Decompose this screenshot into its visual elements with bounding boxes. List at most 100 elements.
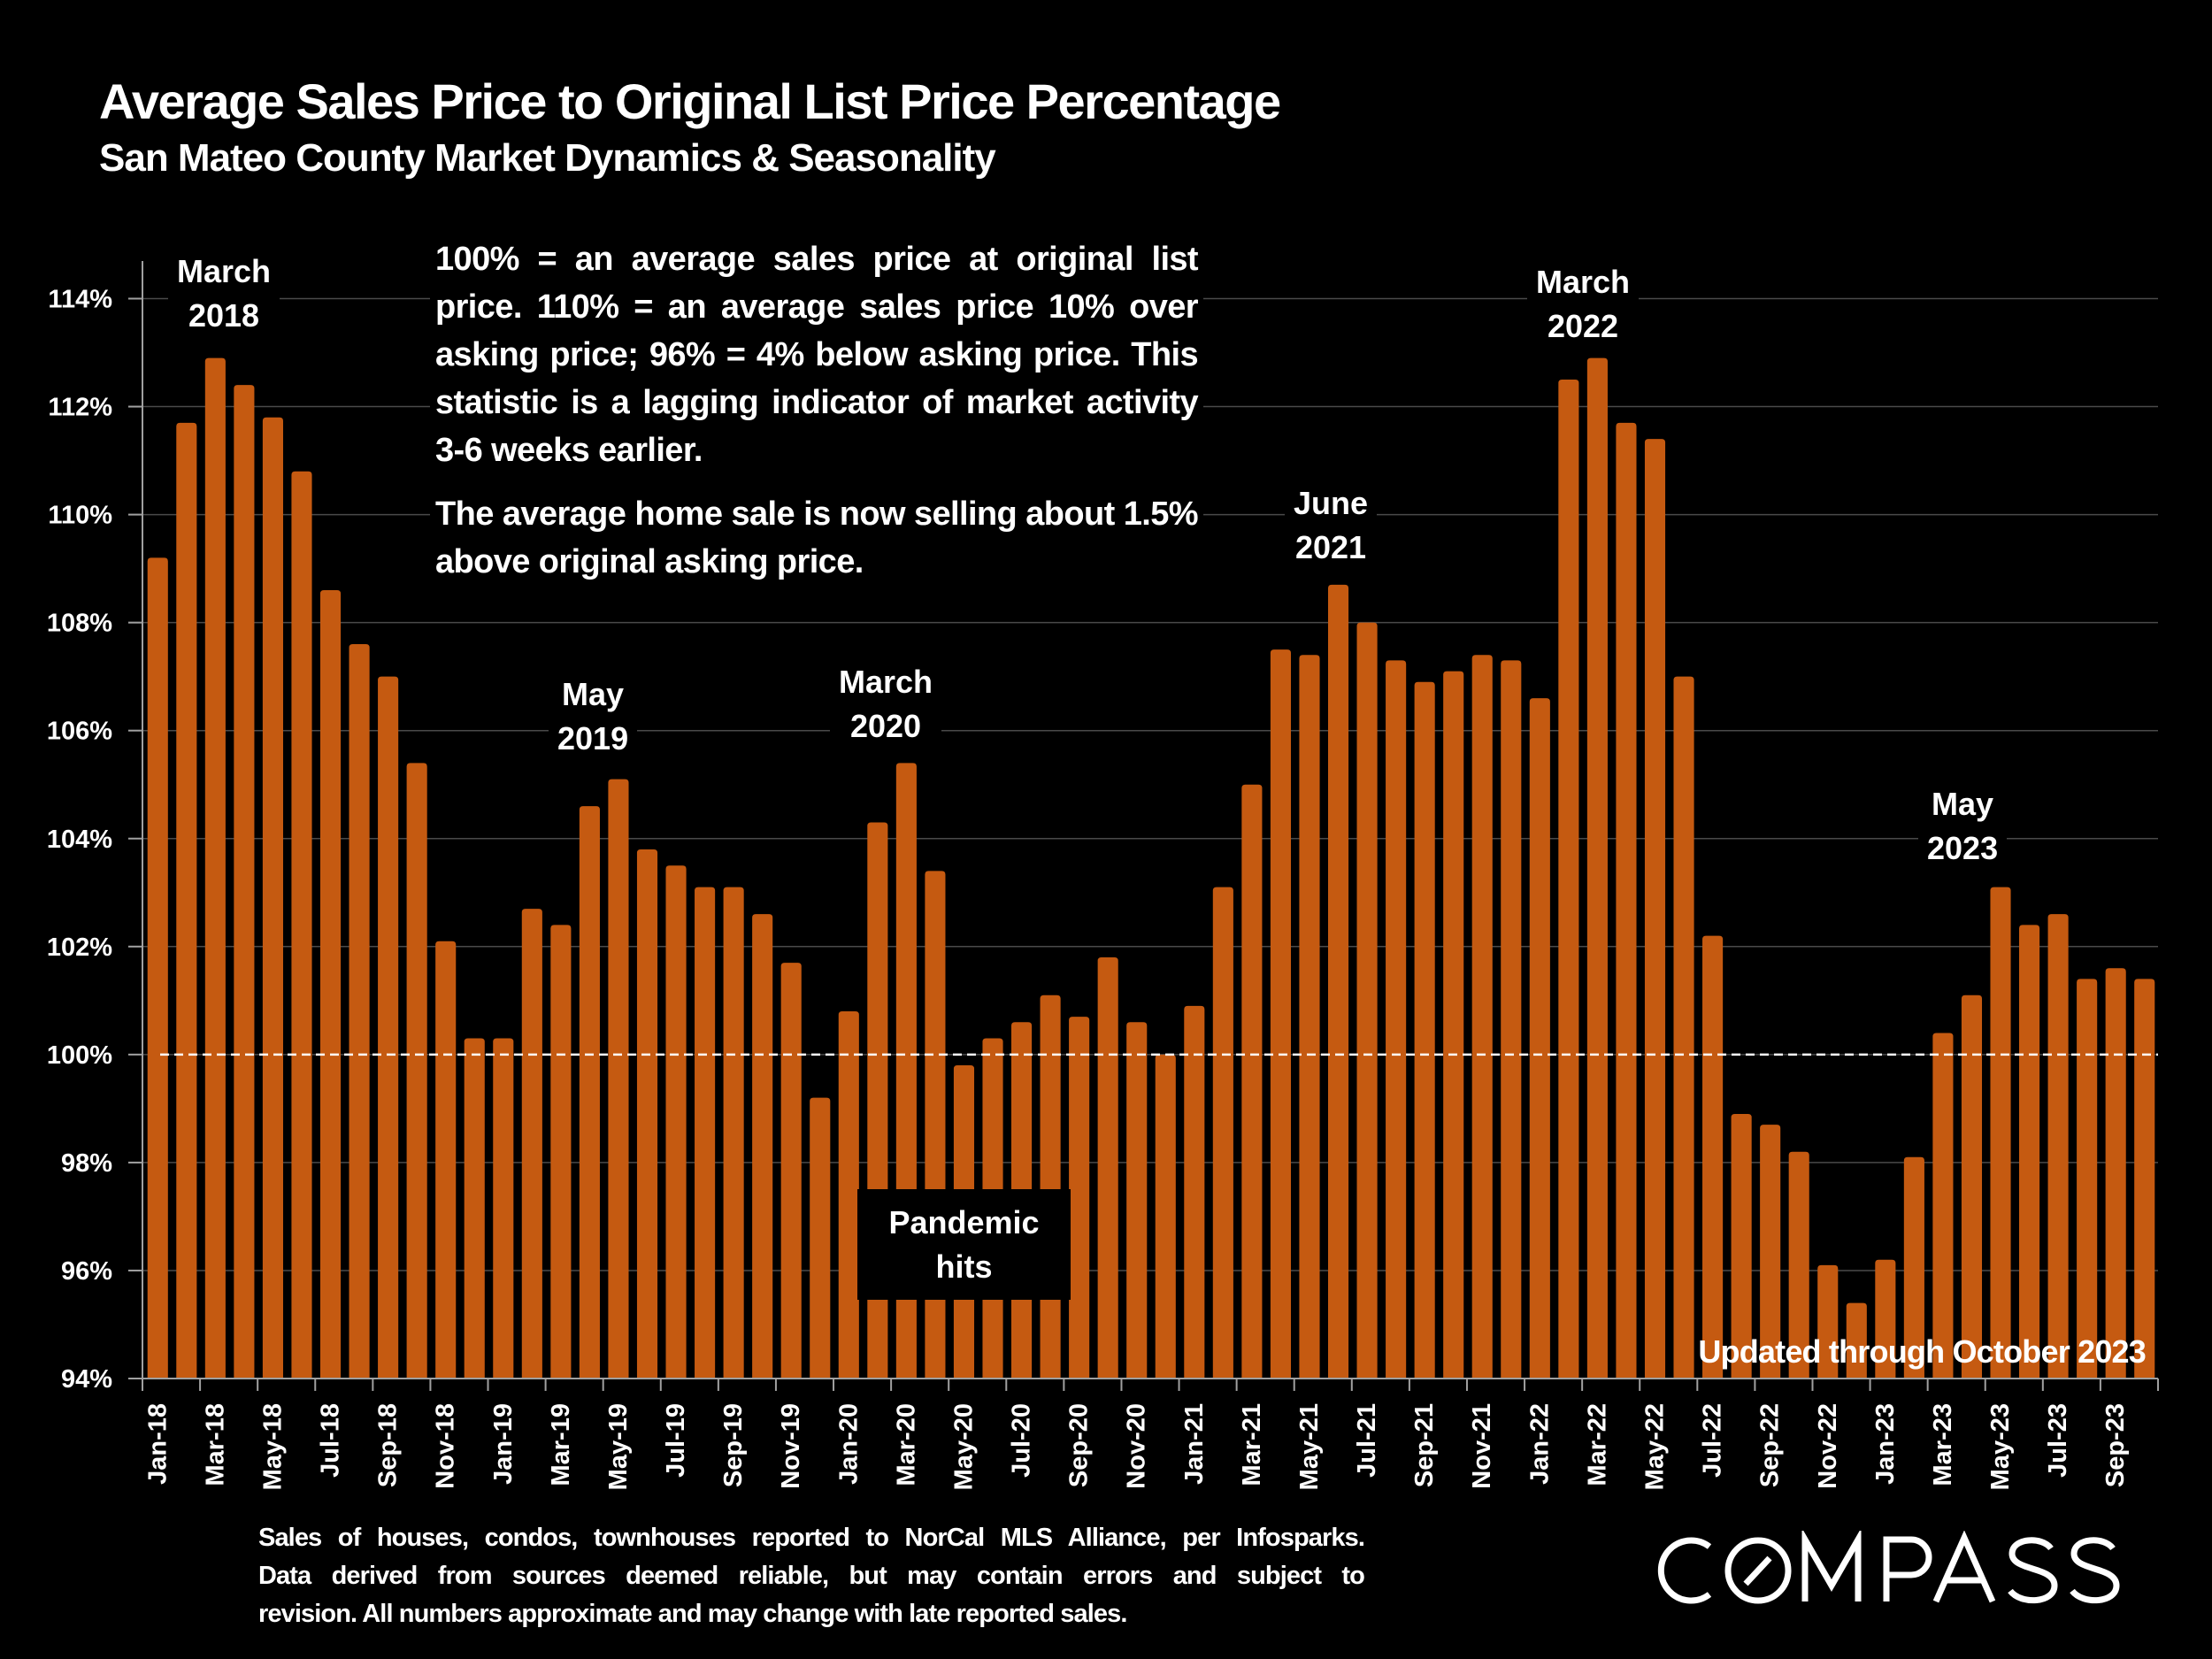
y-tick-label: 98% xyxy=(61,1149,112,1178)
bar-Aug-19 xyxy=(695,887,716,1379)
bar-Sep-18 xyxy=(378,676,399,1379)
y-tick-label: 114% xyxy=(48,286,112,314)
logo-letter-s xyxy=(2008,1537,2058,1604)
y-tick-label: 96% xyxy=(61,1257,112,1286)
x-tick-label: Nov-19 xyxy=(777,1403,805,1489)
x-axis-ticks: Jan-18 Mar-18 May-18 Jul-18 Sep-18 Nov-18 Jan-… xyxy=(142,1379,2159,1490)
bar-Oct-21 xyxy=(1443,671,1464,1379)
x-tick-label: Sep-19 xyxy=(719,1403,748,1487)
annotation-line: 2021 xyxy=(1294,529,1367,565)
bar-Jul-23 xyxy=(2047,914,2069,1379)
y-tick-label: 108% xyxy=(47,610,112,638)
x-tick-label: Sep-20 xyxy=(1065,1403,1094,1487)
footnote-line: revision. All numbers approximate and ma… xyxy=(258,1600,1127,1628)
x-tick-label: Jul-21 xyxy=(1353,1403,1381,1478)
annotation-line: Pandemic xyxy=(888,1203,1040,1240)
updated-through-label: Updated through October 2023 xyxy=(1698,1333,2146,1370)
chart-title: Average Sales Price to Original List Pri… xyxy=(99,73,1281,129)
x-tick-label: Jul-23 xyxy=(2044,1403,2072,1478)
compass-logo-mark xyxy=(1657,1527,2120,1604)
bar-Nov-22 xyxy=(1817,1264,1839,1379)
bar-May-18 xyxy=(262,417,283,1379)
bar-Jan-22 xyxy=(1529,698,1550,1379)
bar-Sep-19 xyxy=(723,887,744,1379)
x-tick-label: May-22 xyxy=(1641,1403,1670,1490)
logo-letter-p xyxy=(1883,1536,1932,1601)
bar-Mar-23 xyxy=(1932,1033,1954,1379)
x-tick-label: May-20 xyxy=(949,1403,978,1490)
bars xyxy=(147,357,2155,1379)
bar-Apr-23 xyxy=(1961,995,1983,1379)
bar-Sep-21 xyxy=(1414,681,1435,1379)
bar-May-23 xyxy=(1990,887,2011,1379)
x-tick-label: Sep-22 xyxy=(1756,1403,1785,1487)
annotation-march-2022: March 2022 xyxy=(1527,260,1640,349)
x-tick-label: May-21 xyxy=(1295,1403,1324,1490)
bar-Jun-21 xyxy=(1327,584,1349,1379)
x-tick-label: Jan-23 xyxy=(1871,1403,1900,1485)
x-tick-label: Mar-18 xyxy=(201,1403,229,1486)
logo-o-slash xyxy=(1743,1555,1772,1586)
footnote-line: Sales of houses, condos, townhouses repo… xyxy=(258,1524,1365,1552)
bar-Jan-20 xyxy=(838,1011,859,1379)
bar-Mar-22 xyxy=(1586,357,1608,1379)
y-tick-label: 112% xyxy=(48,394,112,422)
bar-Feb-23 xyxy=(1903,1156,1924,1379)
bar-Jun-23 xyxy=(2019,925,2040,1379)
annotation-line: 2020 xyxy=(849,708,922,744)
annotation-line: May xyxy=(1932,786,1994,822)
x-tick-label: Sep-18 xyxy=(374,1403,403,1487)
chart-subtitle: San Mateo County Market Dynamics & Seaso… xyxy=(99,136,996,180)
bar-Jan-23 xyxy=(1875,1259,1896,1379)
bar-Dec-22 xyxy=(1846,1302,1867,1379)
bar-Dec-20 xyxy=(1155,1054,1176,1379)
logo-letter-a xyxy=(1932,1530,1996,1603)
bar-Feb-18 xyxy=(176,422,197,1379)
logo-letter-m xyxy=(1801,1527,1862,1601)
bar-Oct-18 xyxy=(406,763,427,1379)
annotation-line: 2019 xyxy=(557,720,629,757)
annotation-line: June xyxy=(1294,485,1369,521)
y-tick-label: 100% xyxy=(47,1041,112,1070)
x-tick-label: Nov-18 xyxy=(432,1403,460,1489)
bar-Sep-23 xyxy=(2105,968,2126,1379)
bar-Nov-19 xyxy=(780,963,802,1379)
bar-Jul-18 xyxy=(319,590,342,1379)
y-axis-ticks: 94% 96% 98% 100% 102% 104% 106% 108% 110% 112% 114… xyxy=(47,286,142,1394)
bar-Apr-22 xyxy=(1616,422,1637,1379)
bar-Aug-18 xyxy=(349,644,370,1379)
bar-Apr-19 xyxy=(579,806,600,1379)
y-tick-label: 110% xyxy=(48,502,112,530)
bar-Dec-21 xyxy=(1501,660,1522,1379)
bar-Aug-23 xyxy=(2077,979,2098,1379)
bar-Apr-18 xyxy=(234,385,255,1379)
annotation-march-2020: March 2020 xyxy=(830,660,942,749)
x-tick-label: Mar-22 xyxy=(1583,1403,1611,1486)
logo-letter-s xyxy=(2070,1537,2120,1604)
annotation-line: March xyxy=(839,664,933,700)
x-tick-label: Nov-20 xyxy=(1123,1403,1151,1489)
bar-Aug-20 xyxy=(1040,995,1061,1379)
bar-May-21 xyxy=(1299,655,1320,1379)
annotation-line: 2022 xyxy=(1547,308,1619,344)
annotation-march-2018: March 2018 xyxy=(168,250,280,338)
x-tick-label: Jul-20 xyxy=(1008,1403,1036,1478)
bar-Jul-22 xyxy=(1702,935,1724,1379)
bar-Dec-18 xyxy=(464,1038,485,1379)
compass-logo xyxy=(1655,1527,2132,1629)
bar-Mar-19 xyxy=(550,925,572,1379)
bar-Oct-23 xyxy=(2134,979,2155,1379)
bar-Mar-21 xyxy=(1241,784,1263,1379)
bar-May-19 xyxy=(608,779,629,1379)
y-tick-label: 104% xyxy=(47,826,112,854)
annotation-line: 2018 xyxy=(188,297,260,334)
x-tick-label: May-18 xyxy=(258,1403,287,1490)
x-tick-label: Jan-22 xyxy=(1525,1403,1554,1485)
bar-Mar-18 xyxy=(204,357,226,1379)
bar-Feb-21 xyxy=(1212,887,1233,1379)
y-tick-label: 106% xyxy=(47,718,112,746)
bar-Aug-22 xyxy=(1731,1113,1752,1379)
bar-Oct-22 xyxy=(1788,1151,1809,1379)
annotation-line: hits xyxy=(935,1248,993,1285)
x-tick-label: Sep-23 xyxy=(2101,1403,2130,1487)
